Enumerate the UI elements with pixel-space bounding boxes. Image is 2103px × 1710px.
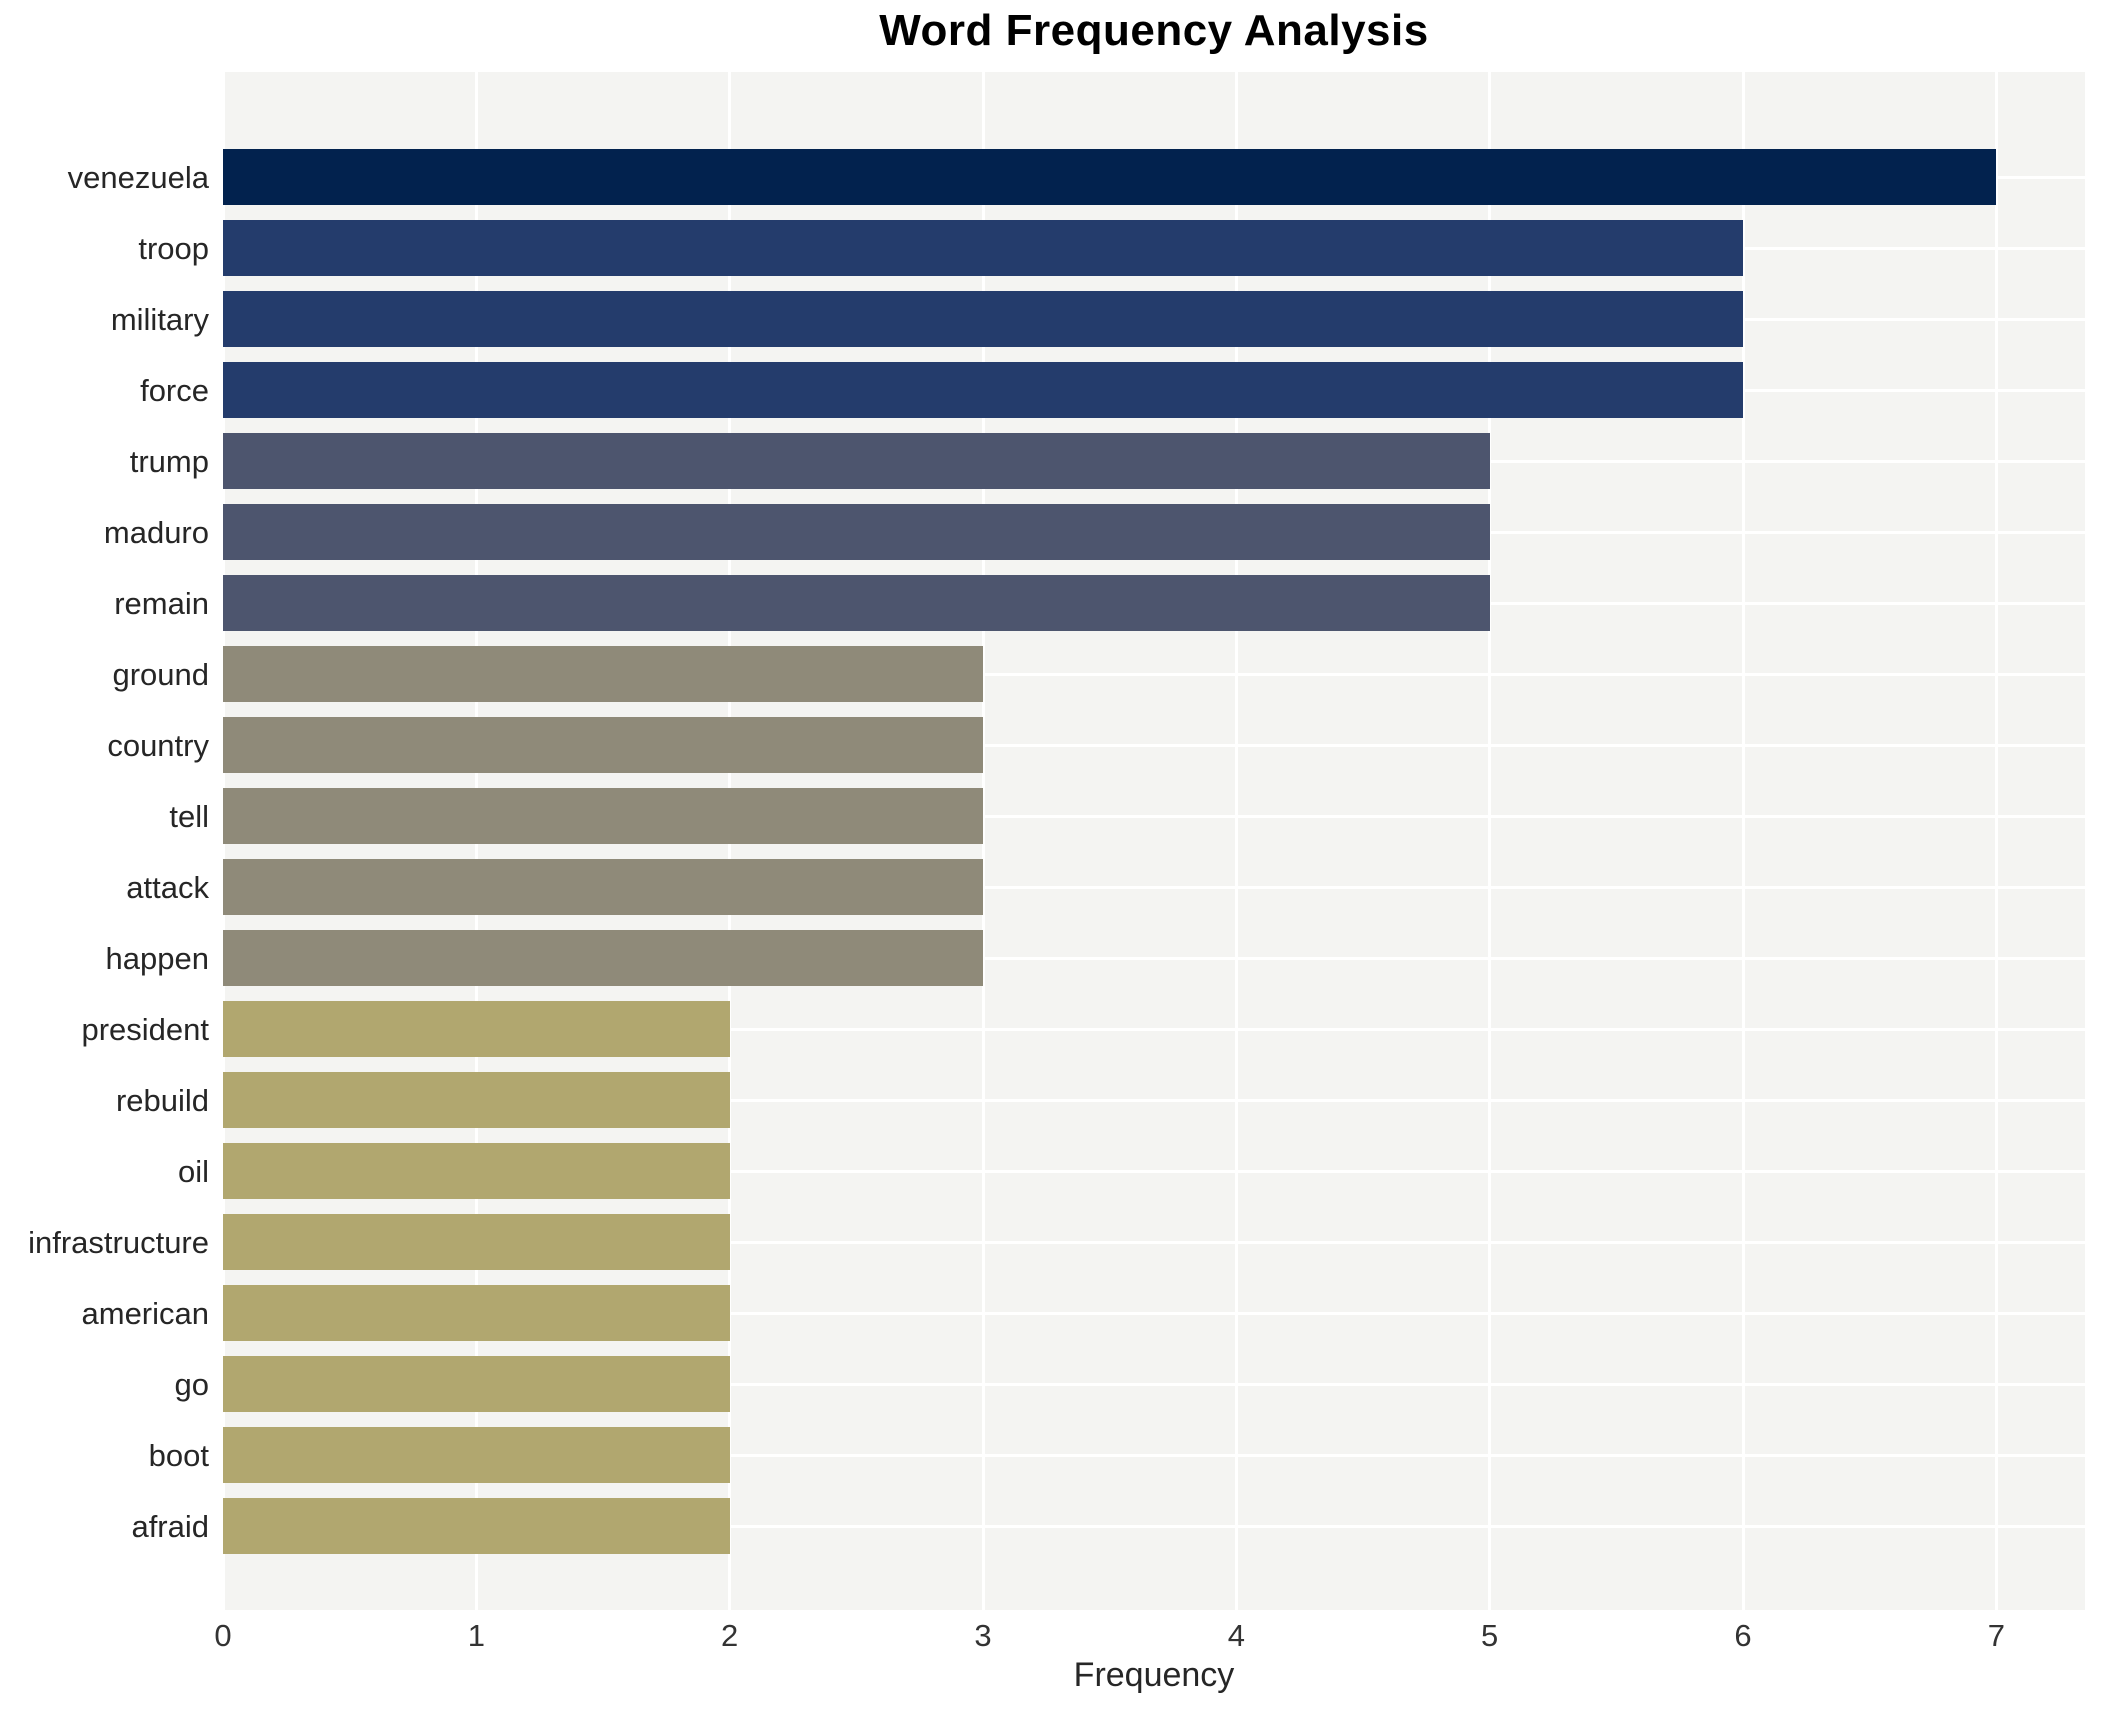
gridline-x-6 [1741,72,1745,1610]
y-label-venezuela: venezuela [67,159,209,195]
y-label-oil: oil [177,1153,209,1189]
y-label-afraid: afraid [131,1508,209,1544]
gridline-y-oil [223,1170,2085,1173]
bar-infrastructure [223,1214,730,1270]
y-label-ground: ground [112,656,209,692]
y-label-president: president [81,1011,209,1047]
bar-row-boot [223,1420,2085,1491]
bar-go [223,1356,730,1412]
gridline-x-3 [981,72,985,1610]
bar-row-maduro [223,497,2085,568]
x-tick-5: 5 [1481,1618,1499,1653]
bar-row-country [223,710,2085,781]
bar-row-venezuela [223,142,2085,213]
x-tick-0: 0 [214,1618,232,1653]
bar-ground [223,646,983,702]
bar-american [223,1285,730,1341]
bar-row-president [223,994,2085,1065]
y-label-country: country [107,727,209,763]
y-label-force: force [140,372,209,408]
bar-row-go [223,1349,2085,1420]
bar-country [223,717,983,773]
gridline-y-tell [223,815,2085,818]
y-label-go: go [174,1366,209,1402]
y-label-boot: boot [148,1437,209,1473]
chart-title: Word Frequency Analysis [879,6,1429,55]
x-axis-label: Frequency [1073,1656,1235,1694]
y-label-attack: attack [126,869,209,905]
bar-force [223,362,1743,418]
x-tick-4: 4 [1227,1618,1245,1653]
gridline-y-american [223,1312,2085,1315]
x-tick-1: 1 [467,1618,485,1653]
bar-row-force [223,355,2085,426]
y-label-remain: remain [114,585,209,621]
y-label-trump: trump [129,443,209,479]
y-label-american: american [81,1295,210,1331]
x-tick-6: 6 [1734,1618,1752,1653]
bar-military [223,291,1743,347]
gridline-y-boot [223,1454,2085,1457]
gridline-y-rebuild [223,1099,2085,1102]
bar-attack [223,859,983,915]
bar-row-military [223,284,2085,355]
bar-trump [223,433,1490,489]
y-label-troop: troop [138,230,209,266]
bar-oil [223,1143,730,1199]
y-label-infrastructure: infrastructure [28,1224,209,1260]
bar-row-attack [223,852,2085,923]
bar-row-troop [223,213,2085,284]
gridline-x-5 [1488,72,1492,1610]
bar-row-remain [223,568,2085,639]
bar-president [223,1001,730,1057]
x-tick-3: 3 [974,1618,992,1653]
bar-row-ground [223,639,2085,710]
bar-boot [223,1427,730,1483]
gridline-x-7 [1994,72,1998,1610]
plot-area [221,72,2085,1610]
y-axis-labels: venezuela troop military force trump maduro re… [0,142,209,1562]
bar-row-american [223,1278,2085,1349]
y-label-military: military [110,301,209,337]
bar-troop [223,220,1743,276]
x-tick-2: 2 [721,1618,739,1653]
bar-rebuild [223,1072,730,1128]
gridline-y-attack [223,886,2085,889]
y-label-maduro: maduro [103,514,209,550]
bar-happen [223,930,983,986]
bar-row-oil [223,1136,2085,1207]
y-label-tell: tell [169,798,209,834]
y-label-happen: happen [105,940,209,976]
gridline-x-4 [1234,72,1238,1610]
gridline-y-afraid [223,1525,2085,1528]
bar-row-happen [223,923,2085,994]
bar-row-infrastructure [223,1207,2085,1278]
gridline-y-happen [223,957,2085,960]
bar-remain [223,575,1490,631]
bar-row-trump [223,426,2085,497]
gridline-y-country [223,744,2085,747]
gridline-y-president [223,1028,2085,1031]
bar-row-tell [223,781,2085,852]
bar-tell [223,788,983,844]
bar-venezuela [223,149,1997,205]
y-label-rebuild: rebuild [115,1082,209,1118]
gridline-y-go [223,1383,2085,1386]
bar-row-rebuild [223,1065,2085,1136]
bar-afraid [223,1498,730,1554]
bar-maduro [223,504,1490,560]
gridline-y-ground [223,673,2085,676]
x-axis-ticks: 0 1 2 3 4 5 6 7 [214,1618,2085,1656]
bar-row-afraid [223,1491,2085,1562]
bar-rows [223,142,2085,1562]
x-tick-7: 7 [1987,1618,2005,1653]
gridline-y-infrastructure [223,1241,2085,1244]
